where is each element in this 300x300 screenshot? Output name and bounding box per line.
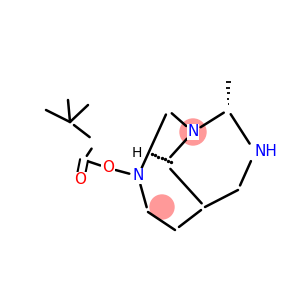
Circle shape (150, 195, 174, 219)
Text: O: O (74, 172, 86, 188)
Text: O: O (102, 160, 114, 175)
Text: N: N (187, 124, 199, 140)
Text: H: H (132, 146, 142, 160)
Text: N: N (132, 169, 144, 184)
Circle shape (180, 119, 206, 145)
Text: NH: NH (255, 145, 278, 160)
